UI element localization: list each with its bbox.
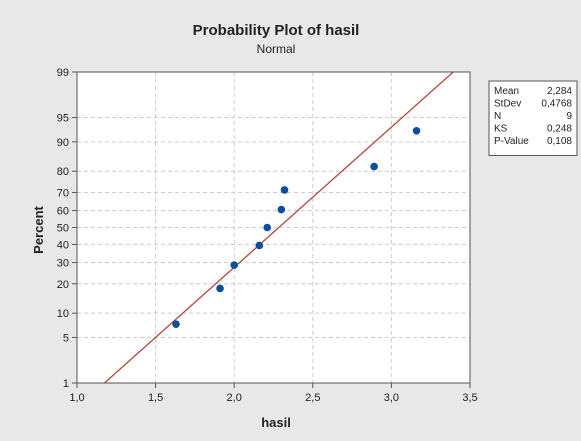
plot-area: 1,0 1,5 2,0 2,5 3,0 3,5 1 5 10 20 30 40 50 60 70 80 90 95… [57,67,478,404]
y-tick-label: 10 [57,308,69,320]
stat-value: 2,284 [547,86,572,97]
y-tick-label: 30 [57,258,69,270]
y-tick-label: 70 [57,187,69,199]
y-tick-label: 80 [57,166,69,178]
stat-value: 0,248 [547,124,572,135]
stat-label: P-Value [494,136,529,147]
y-tick-label: 99 [57,67,69,79]
x-tick-label: 1,0 [69,392,84,404]
data-point [216,284,224,293]
data-point [412,127,421,135]
y-axis-label: Percent [31,205,46,253]
data-point [255,241,264,250]
stats-box-frame [488,80,578,156]
y-tick-label: 5 [63,332,69,344]
stat-value: 9 [566,111,572,122]
x-axis-label: hasil [261,415,291,430]
y-tick-label: 95 [57,113,69,125]
stats-box: Mean 2,284 StDev 0,4768 N 9 KS 0,248 P-Value 0,10… [488,80,578,156]
stat-value: 0,108 [547,136,572,147]
y-tick-label: 20 [57,279,69,291]
y-tick-label: 40 [57,239,69,251]
stat-label: N [494,111,501,122]
x-tick-label: 2,5 [305,392,320,404]
x-tick-label: 1,5 [148,392,163,404]
y-tick-label: 60 [57,206,69,218]
data-point [230,261,238,269]
data-point [263,223,272,232]
y-tick-label: 1 [63,378,69,390]
stat-label: StDev [494,99,521,110]
stat-value: 0,4768 [541,99,572,110]
data-point [277,205,286,214]
y-tick-label: 50 [57,223,69,235]
stat-label: Mean [494,86,519,97]
y-tick-label: 90 [57,137,69,149]
x-tick-label: 2,0 [227,392,242,404]
fit-line [103,72,455,383]
data-point [280,186,289,194]
chart-title: Probability Plot of hasil [193,22,360,39]
data-point [370,162,378,171]
data-point [172,320,180,328]
chart-subtitle: Normal [257,42,296,56]
x-tick-label: 3,0 [384,392,399,404]
stat-label: KS [494,124,508,135]
x-tick-label: 3,5 [462,392,477,404]
